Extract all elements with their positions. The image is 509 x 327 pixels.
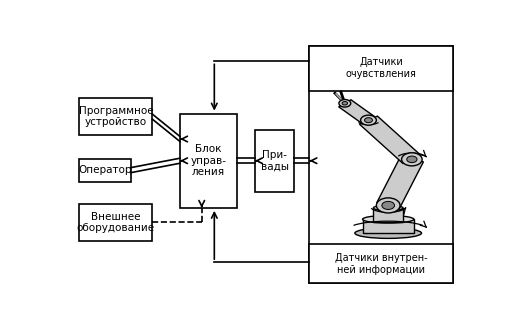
Circle shape (364, 118, 373, 123)
Text: Датчики внутрен-
ней информации: Датчики внутрен- ней информации (335, 253, 428, 275)
Bar (309, 245, 454, 284)
Bar (180, 113, 237, 208)
Bar (79, 159, 131, 181)
Circle shape (407, 156, 417, 163)
Text: Программное
устройство: Программное устройство (78, 106, 153, 128)
Circle shape (402, 153, 422, 166)
Text: При-
вады: При- вады (261, 150, 289, 172)
Bar (374, 208, 403, 222)
Text: Блок
управ-
ления: Блок управ- ления (190, 144, 227, 177)
Ellipse shape (374, 205, 403, 211)
Bar (79, 98, 152, 135)
Bar (309, 45, 454, 91)
Circle shape (376, 198, 400, 213)
Circle shape (382, 201, 394, 210)
Bar (309, 45, 454, 284)
Bar (79, 204, 152, 241)
Bar (255, 130, 294, 192)
Circle shape (339, 99, 351, 107)
Polygon shape (338, 100, 375, 124)
Ellipse shape (362, 215, 414, 223)
Text: Внешнее
оборудование: Внешнее оборудование (77, 212, 155, 233)
Ellipse shape (355, 228, 421, 238)
Circle shape (342, 101, 348, 105)
Text: Датчики
очувствления: Датчики очувствления (346, 57, 417, 79)
Circle shape (360, 115, 376, 125)
Polygon shape (359, 116, 421, 164)
Bar (362, 219, 414, 233)
Text: Оператор: Оператор (78, 165, 132, 175)
Polygon shape (377, 157, 423, 208)
